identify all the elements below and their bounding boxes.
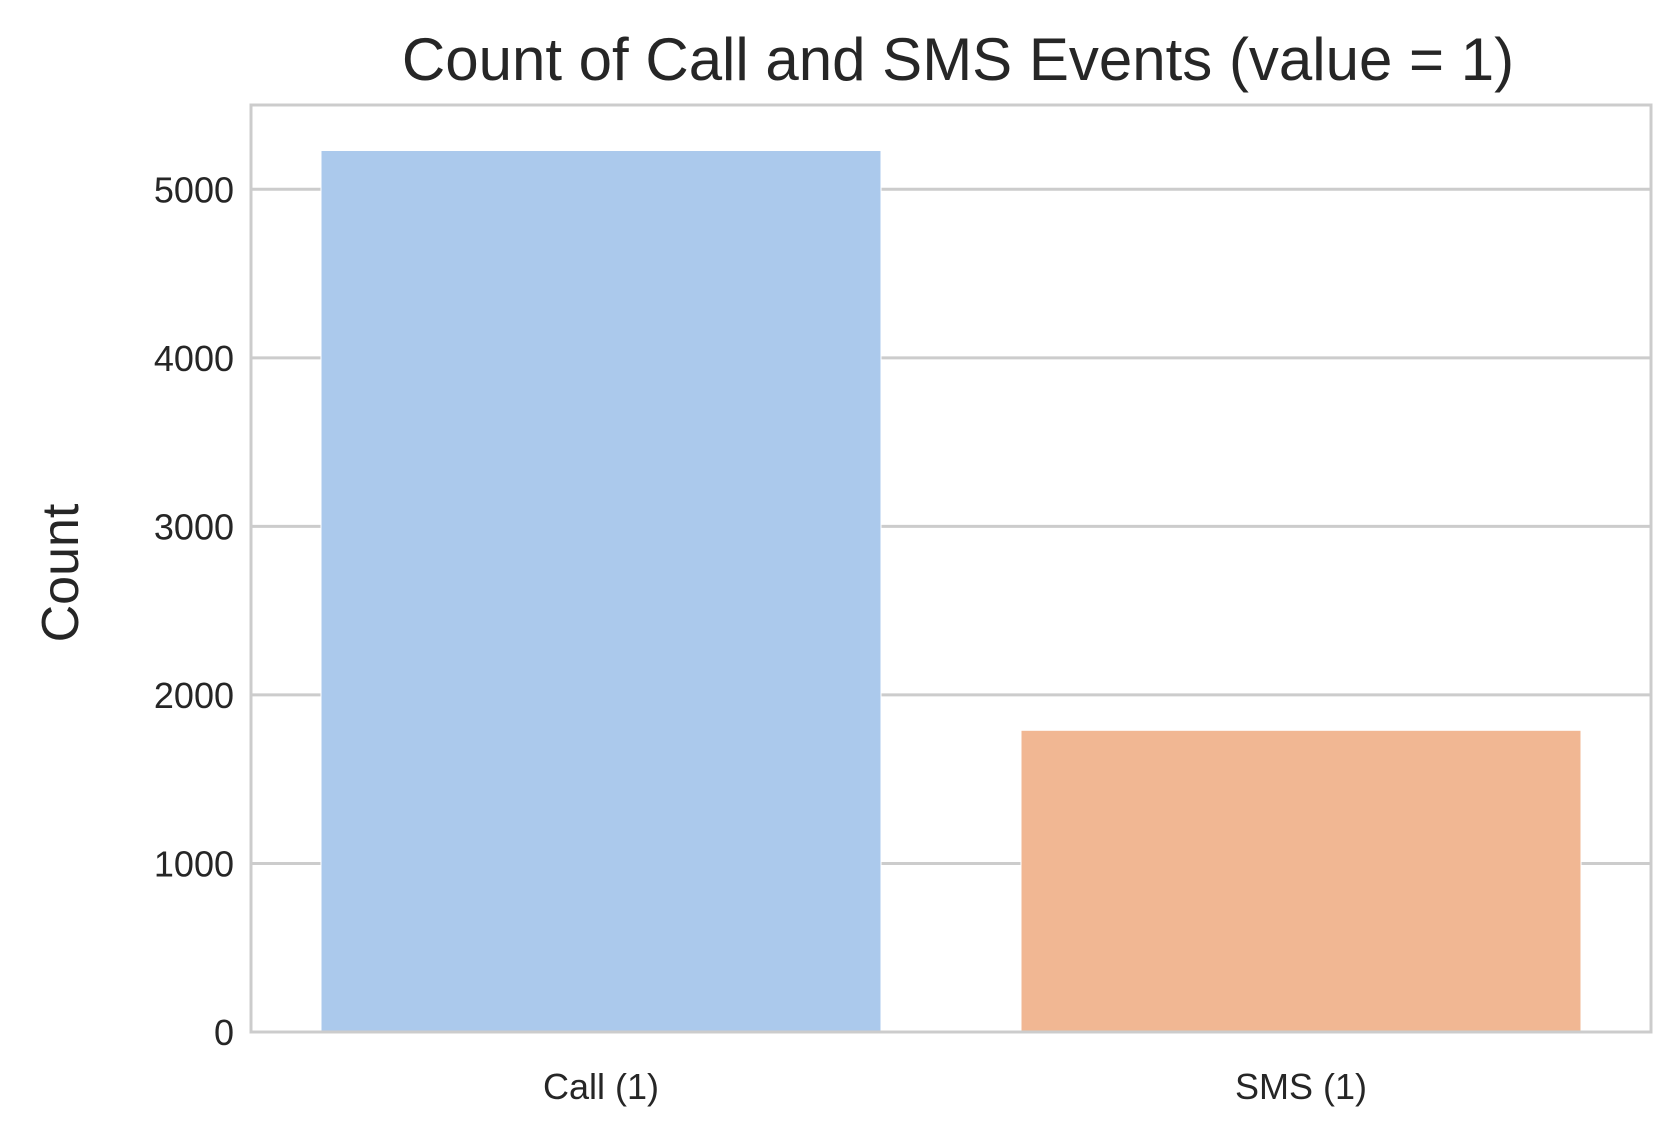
y-tick-label: 0 <box>214 1012 234 1053</box>
chart-title: Count of Call and SMS Events (value = 1) <box>402 26 1514 93</box>
y-tick-label: 5000 <box>154 169 234 210</box>
x-tick-label: SMS (1) <box>1235 1066 1367 1107</box>
bars <box>320 150 1582 1033</box>
bar-call-1 <box>320 150 882 1033</box>
y-tick-label: 2000 <box>154 675 234 716</box>
y-tick-labels: 0 1000 2000 3000 4000 5000 <box>154 169 234 1053</box>
x-tick-label: Call (1) <box>543 1066 659 1107</box>
y-axis-label: Count <box>32 503 90 642</box>
bar-sms-1 <box>1020 729 1582 1033</box>
y-tick-label: 4000 <box>154 338 234 379</box>
plot-frame <box>249 103 1653 1034</box>
y-tick-label: 1000 <box>154 843 234 884</box>
x-tick-labels: Call (1) SMS (1) <box>543 1066 1367 1107</box>
y-tick-label: 3000 <box>154 506 234 547</box>
